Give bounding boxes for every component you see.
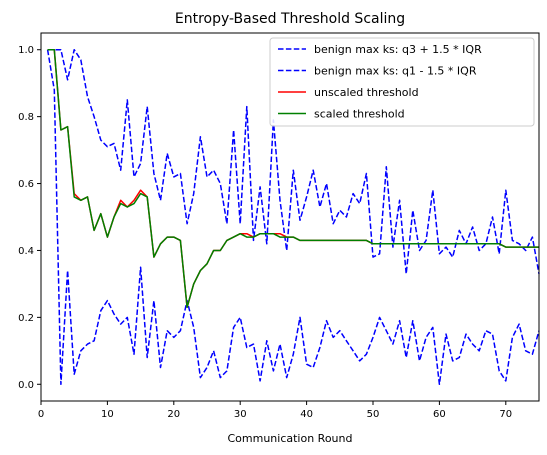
plot-frame — [40, 32, 540, 402]
series-line-0 — [47, 48, 540, 275]
y-tick-label: 0.8 — [18, 112, 34, 123]
legend-label-3: scaled threshold — [314, 108, 405, 121]
legend-label-1: benign max ks: q1 - 1.5 * IQR — [314, 65, 477, 78]
legend-label-2: unscaled threshold — [314, 86, 419, 99]
y-tick-label: 0.0 — [18, 380, 34, 391]
x-tick-label: 10 — [101, 409, 114, 420]
x-tick-label: 30 — [234, 409, 247, 420]
y-tick-label: 0.6 — [18, 179, 34, 190]
series-line-3 — [47, 48, 539, 309]
chart-title: Entropy-Based Threshold Scaling — [175, 11, 405, 27]
x-axis-label: Communication Round — [227, 432, 352, 445]
legend: benign max ks: q3 + 1.5 * IQR benign max … — [269, 37, 535, 127]
x-tick-label: 70 — [499, 409, 512, 420]
x-tick-label: 0 — [38, 409, 44, 420]
series-layer — [46, 48, 540, 386]
x-tick-label: 40 — [300, 409, 313, 420]
x-axis: 0 10 20 30 40 50 60 70 — [38, 401, 512, 420]
series-line-1 — [46, 49, 540, 386]
legend-box — [269, 37, 535, 127]
y-tick-label: 0.2 — [18, 313, 34, 324]
x-tick-label: 50 — [367, 409, 380, 420]
y-tick-label: 0.4 — [18, 246, 34, 257]
y-axis: 0.0 0.2 0.4 0.6 0.8 1.0 — [18, 45, 41, 391]
x-tick-label: 20 — [167, 409, 180, 420]
x-tick-label: 60 — [433, 409, 446, 420]
y-tick-label: 1.0 — [18, 45, 34, 56]
legend-label-0: benign max ks: q3 + 1.5 * IQR — [314, 43, 482, 56]
